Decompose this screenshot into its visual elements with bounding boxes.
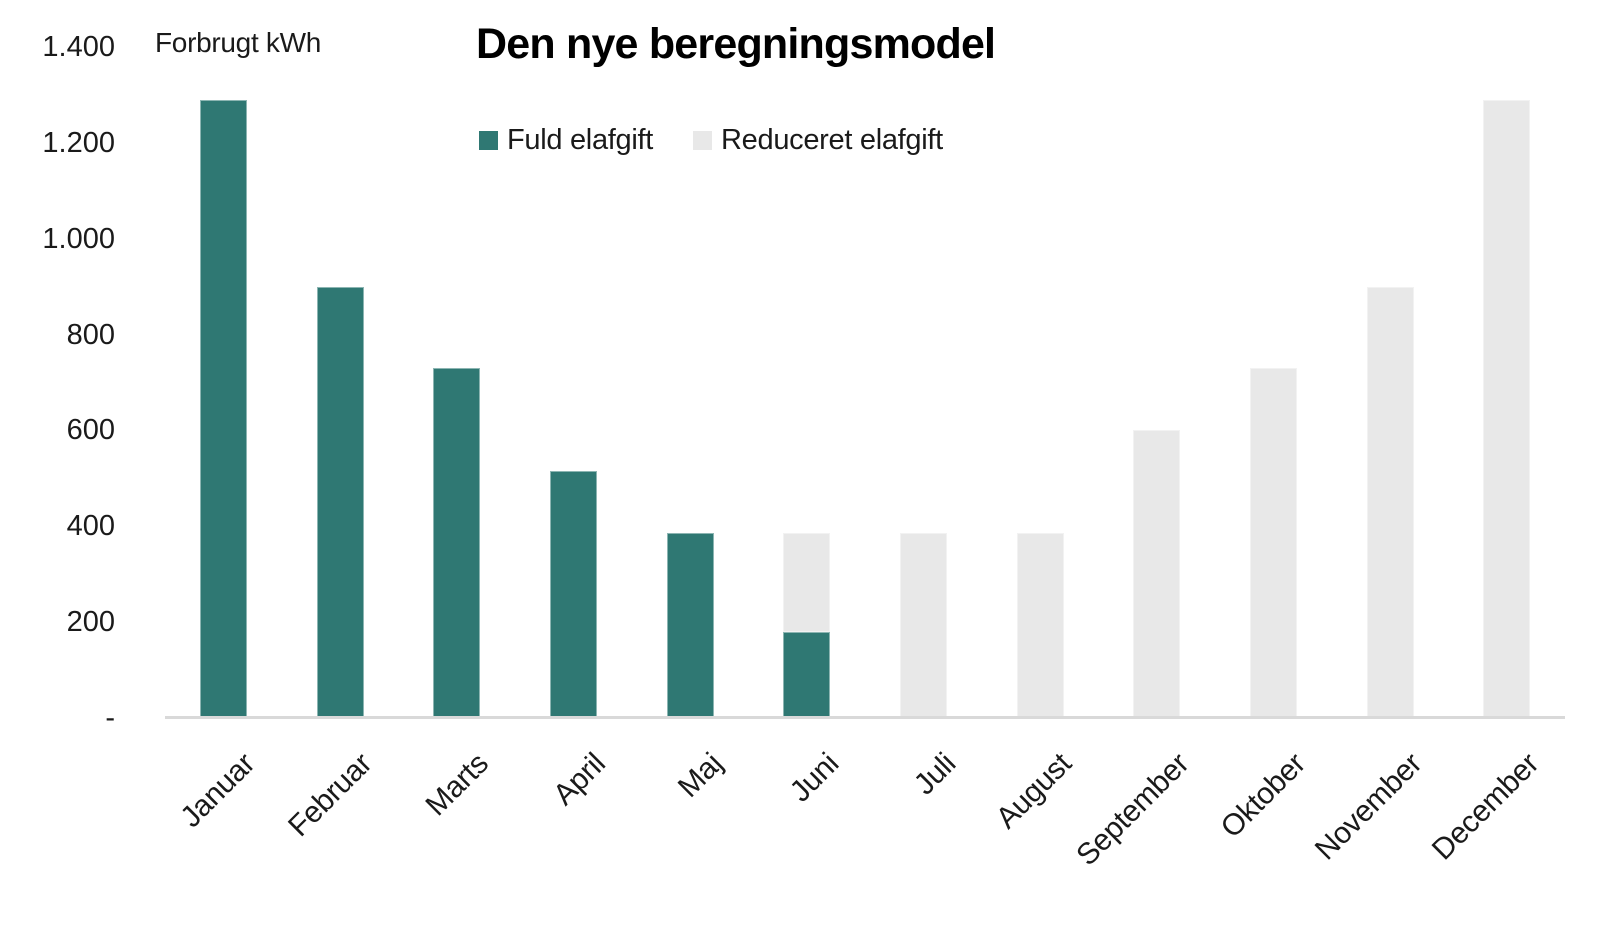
y-tick-label-1-000: 1.000 — [42, 222, 115, 255]
x-label-januar: Januar — [174, 747, 262, 834]
legend: Fuld elafgift Reduceret elafgift — [479, 124, 943, 157]
bar-maj-fuld-elafgift — [666, 533, 714, 718]
bar-februar-fuld-elafgift — [316, 286, 364, 718]
x-label-juli: Juli — [907, 747, 962, 802]
y-axis-title: Forbrugt kWh — [155, 27, 321, 58]
chart-title: Den nye beregningsmodel — [476, 20, 996, 68]
bar-juni-reduceret-elafgift — [783, 533, 831, 632]
x-label-maj: Maj — [671, 747, 729, 804]
y-tick-label-200: 200 — [66, 606, 115, 639]
bar-december-reduceret-elafgift — [1483, 99, 1531, 718]
x-label-juni: Juni — [783, 747, 846, 809]
legend-item-fuld-elafgift: Fuld elafgift — [479, 124, 653, 157]
x-label-februar: Februar — [282, 747, 379, 844]
bar-marts-fuld-elafgift — [433, 368, 481, 718]
bar-august-reduceret-elafgift — [1016, 533, 1064, 718]
bar-juni-fuld-elafgift — [783, 631, 831, 718]
bar-juli-reduceret-elafgift — [899, 533, 947, 718]
legend-label-fuld-elafgift: Fuld elafgift — [507, 124, 654, 156]
x-label-marts: Marts — [419, 747, 496, 823]
x-label-oktober: Oktober — [1214, 747, 1312, 845]
x-label-april: April — [546, 747, 612, 812]
y-tick-label-600: 600 — [66, 414, 115, 447]
bar-april-fuld-elafgift — [549, 471, 597, 718]
x-label-december: December — [1425, 747, 1546, 867]
legend-item-reduceret-elafgift: Reduceret elafgift — [693, 124, 943, 157]
bar-oktober-reduceret-elafgift — [1249, 368, 1297, 718]
y-tick-label-400: 400 — [66, 510, 115, 543]
bar-november-reduceret-elafgift — [1366, 286, 1414, 718]
legend-label-reduceret-elafgift: Reduceret elafgift — [721, 124, 943, 156]
y-tick-label-0: - — [105, 702, 115, 734]
bar-januar-fuld-elafgift — [199, 99, 247, 718]
y-tick-label-1-200: 1.200 — [42, 126, 115, 159]
x-axis-line — [165, 716, 1565, 719]
legend-swatch-reduceret-elafgift-icon — [693, 131, 713, 150]
y-tick-label-1-400: 1.400 — [42, 31, 115, 63]
legend-swatch-fuld-elafgift-icon — [479, 131, 498, 150]
x-label-august: August — [990, 747, 1079, 836]
y-tick-label-800: 800 — [66, 318, 115, 351]
x-label-november: November — [1308, 747, 1429, 867]
bar-september-reduceret-elafgift — [1133, 430, 1181, 718]
x-label-september: September — [1069, 747, 1196, 873]
